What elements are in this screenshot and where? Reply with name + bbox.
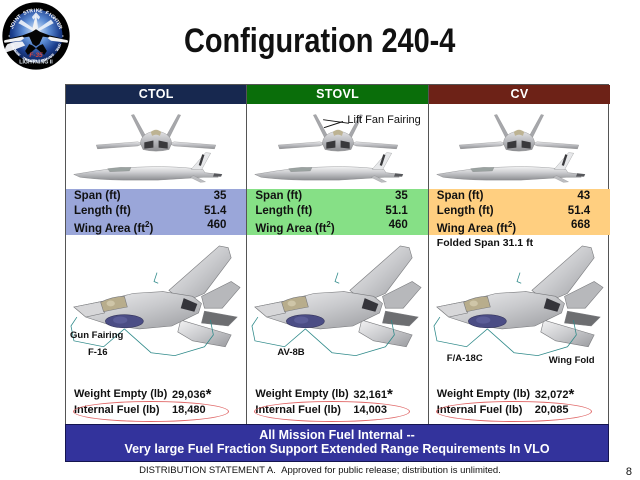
svg-text:F-35: F-35	[29, 52, 43, 59]
svg-text:LIGHTNING II: LIGHTNING II	[19, 60, 53, 66]
